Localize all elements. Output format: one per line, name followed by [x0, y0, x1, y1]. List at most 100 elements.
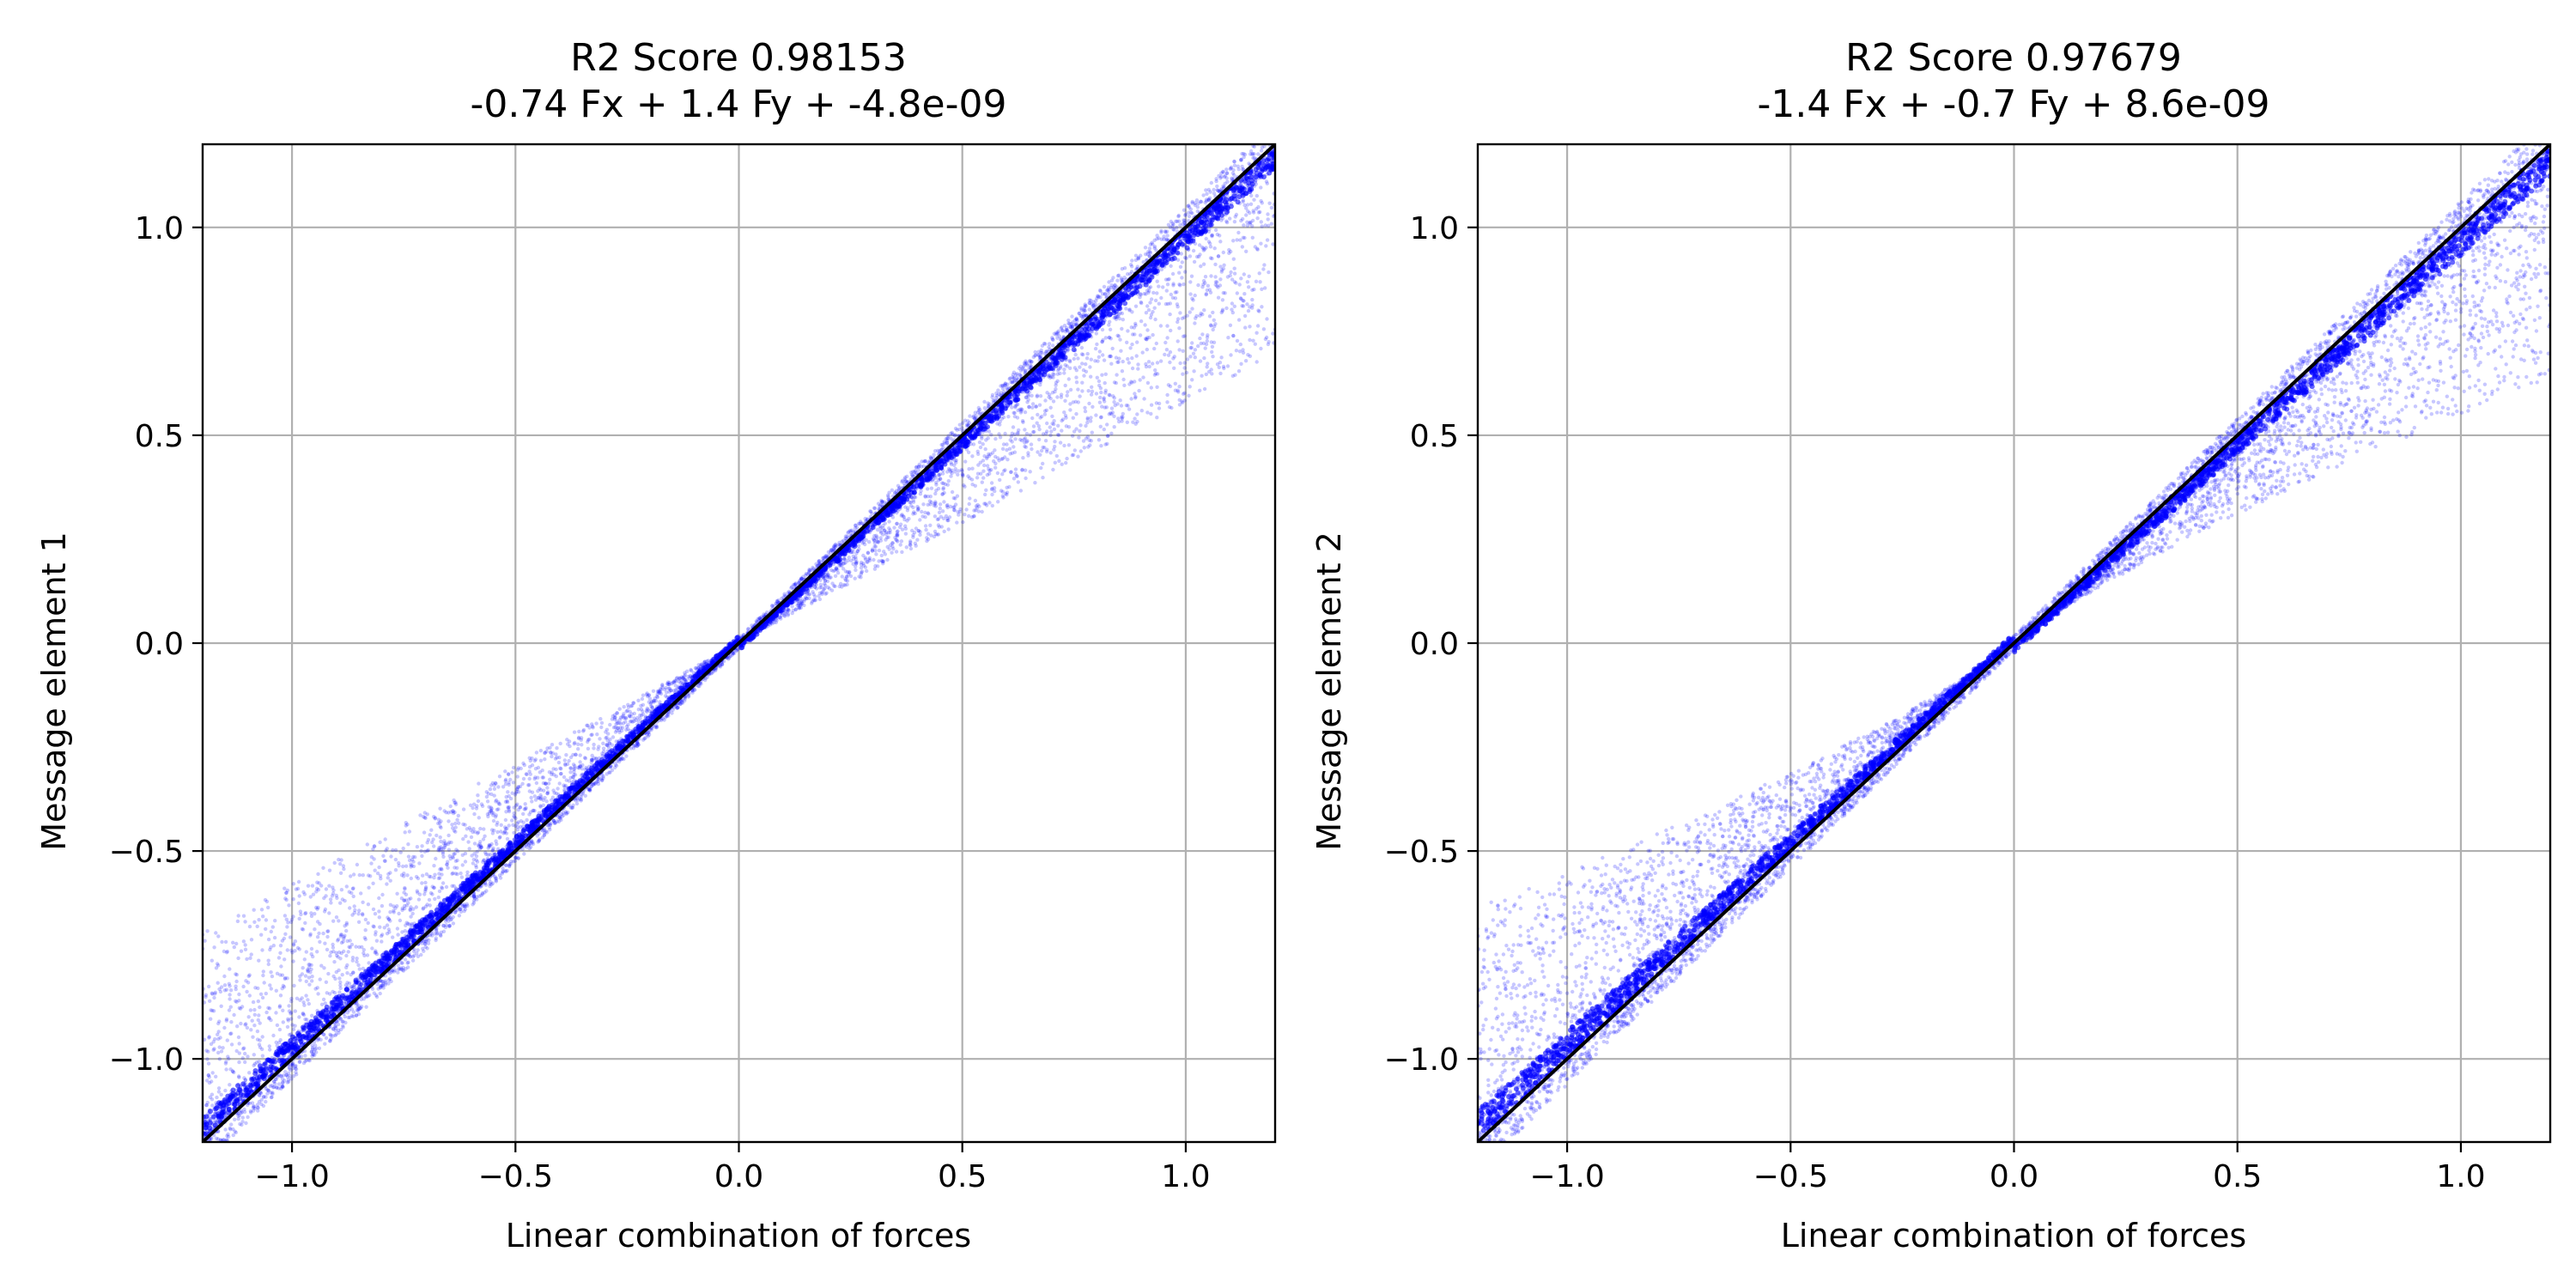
left-scatter-point	[398, 918, 403, 923]
left-scatter-point	[774, 620, 778, 625]
left-scatter-point	[261, 969, 265, 974]
left-scatter-point	[495, 823, 499, 827]
left-scatter-point	[1042, 412, 1048, 416]
left-scatter-point	[256, 1106, 260, 1110]
left-scatter-point	[954, 460, 958, 465]
left-scatter-point	[235, 919, 240, 924]
left-scatter-point	[1082, 374, 1086, 378]
left-scatter-point	[395, 891, 399, 896]
left-scatter-point	[843, 569, 848, 574]
left-scatter-point	[225, 1133, 229, 1139]
left-scatter-point	[1234, 212, 1239, 217]
left-scatter-point	[1208, 290, 1213, 295]
left-scatter-point	[1181, 349, 1185, 353]
left-scatter-point	[939, 448, 944, 453]
left-scatter-point	[423, 884, 428, 890]
left-scatter-point	[497, 873, 502, 878]
left-scatter-point	[1136, 367, 1140, 371]
left-scatter-point	[550, 754, 554, 759]
left-scatter-point	[368, 993, 372, 998]
left-scatter-point	[1177, 385, 1182, 389]
left-scatter-point	[990, 395, 994, 399]
left-scatter-point	[863, 565, 868, 569]
left-scatter-point	[1199, 341, 1203, 346]
left-scatter-point	[550, 743, 555, 747]
left-scatter-point	[1038, 394, 1043, 398]
left-scatter-point	[270, 974, 275, 979]
left-scatter-point	[1130, 342, 1134, 347]
left-scatter-point	[437, 889, 442, 894]
left-scatter-point	[278, 951, 283, 956]
left-scatter-point	[558, 741, 562, 746]
left-scatter-point	[251, 999, 256, 1005]
left-scatter-point	[1265, 317, 1269, 321]
left-scatter-point	[1199, 199, 1203, 204]
left-scatter-point	[257, 918, 261, 922]
left-scatter-point	[438, 835, 442, 840]
left-scatter-point	[396, 933, 400, 937]
left-scatter-point	[495, 820, 500, 825]
left-scatter-point	[1089, 374, 1093, 379]
left-scatter-point	[223, 1127, 228, 1132]
left-scatter-point	[417, 892, 422, 896]
left-scatter-point	[989, 468, 993, 472]
left-scatter-point	[1255, 331, 1259, 335]
left-scatter-point	[275, 1023, 280, 1028]
left-scatter-point	[245, 1025, 250, 1030]
left-scatter-point	[337, 1030, 341, 1036]
left-scatter-point	[388, 976, 392, 981]
left-scatter-point	[1193, 321, 1197, 325]
left-scatter-point	[255, 1029, 260, 1034]
left-scatter-point	[339, 951, 343, 956]
left-scatter-point	[1052, 419, 1056, 423]
left-scatter-point	[461, 807, 466, 811]
left-scatter-point	[476, 799, 481, 804]
left-scatter-point	[276, 956, 282, 960]
left-scatter-point	[306, 998, 310, 1002]
left-scatter-point	[241, 1047, 246, 1051]
left-scatter-point	[1024, 476, 1028, 481]
left-scatter-point	[523, 802, 527, 806]
left-scatter-point	[522, 852, 526, 856]
left-scatter-point	[1208, 245, 1213, 249]
left-scatter-point	[605, 727, 610, 732]
left-scatter-point	[1139, 300, 1144, 305]
left-scatter-point	[1180, 276, 1184, 280]
left-scatter-point	[507, 823, 511, 828]
left-scatter-point	[1005, 386, 1009, 390]
left-scatter-point	[681, 675, 685, 680]
left-scatter-point	[1103, 399, 1107, 404]
left-scatter-point	[1191, 298, 1195, 302]
left-scatter-point	[206, 1073, 210, 1078]
left-scatter-point	[929, 486, 934, 490]
left-scatter-point	[501, 785, 506, 789]
left-scatter-point	[1211, 355, 1215, 359]
left-scatter-point	[240, 1056, 245, 1060]
left-scatter-point	[932, 453, 936, 457]
left-scatter-point	[457, 914, 462, 918]
left-scatter-point	[1033, 481, 1037, 485]
left-scatter-point	[601, 750, 606, 754]
left-scatter-point	[515, 775, 519, 779]
left-scatter-point	[279, 964, 283, 969]
left-scatter-point	[1204, 372, 1209, 377]
left-scatter-point	[498, 876, 503, 880]
left-scatter-point	[324, 887, 329, 891]
left-scatter-point	[357, 908, 361, 913]
left-scatter-point	[1060, 428, 1064, 433]
left-scatter-point	[432, 844, 436, 848]
left-scatter-point	[1261, 267, 1266, 271]
left-scatter-point	[565, 762, 570, 767]
left-scatter-point	[440, 886, 445, 890]
left-scatter-point	[1055, 379, 1060, 383]
left-scatter-point	[885, 544, 890, 550]
left-scatter-point	[269, 987, 273, 991]
left-scatter-point	[541, 775, 546, 780]
left-scatter-point	[267, 1044, 271, 1048]
left-scatter-point	[867, 540, 872, 544]
left-scatter-point	[420, 881, 424, 885]
left-scatter-point	[1232, 304, 1237, 308]
left-scatter-point	[216, 934, 221, 939]
left-scatter-point	[476, 830, 481, 835]
left-scatter-point	[1267, 201, 1272, 205]
